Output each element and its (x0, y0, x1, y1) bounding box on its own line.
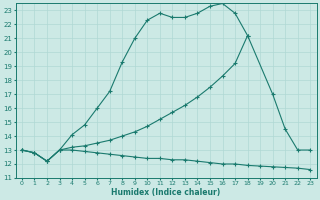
X-axis label: Humidex (Indice chaleur): Humidex (Indice chaleur) (111, 188, 221, 197)
